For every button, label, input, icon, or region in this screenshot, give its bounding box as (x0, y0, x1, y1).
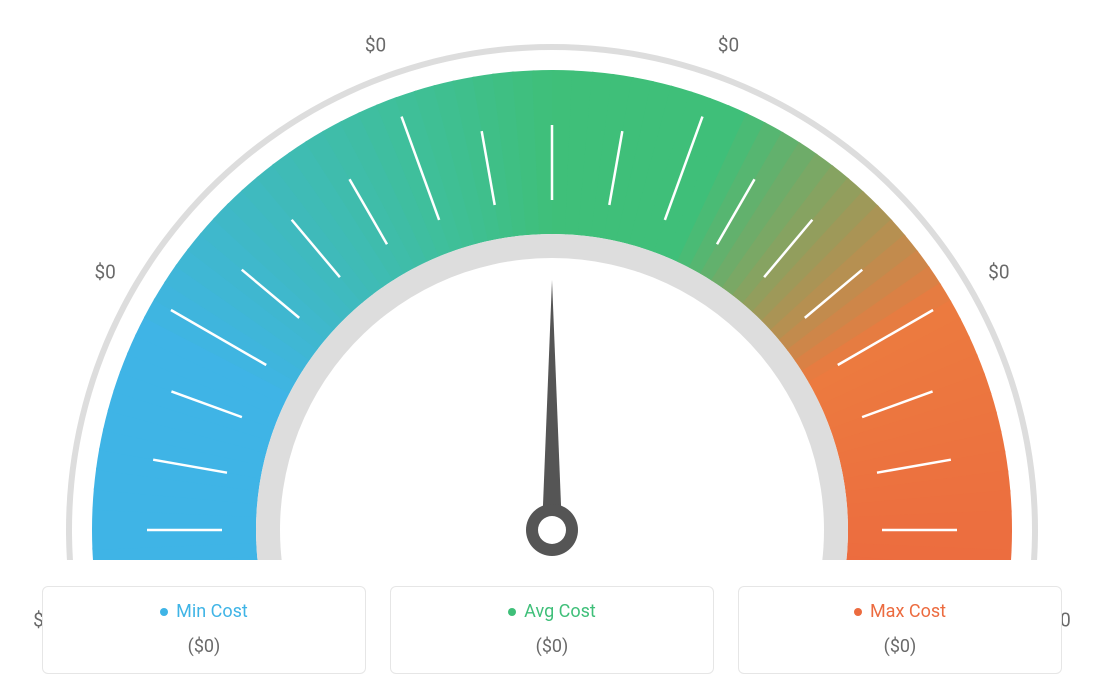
legend-value-max: ($0) (749, 636, 1051, 657)
legend-label-avg: Avg Cost (524, 601, 596, 622)
gauge-svg (0, 0, 1104, 560)
gauge-tick-label: $0 (988, 261, 1009, 284)
legend-dot-min (160, 608, 168, 616)
legend-dot-avg (508, 608, 516, 616)
gauge-tick-label: $0 (94, 261, 115, 284)
legend-title-min: Min Cost (160, 601, 248, 622)
gauge-tick-label: $0 (718, 34, 739, 57)
legend-dot-max (854, 608, 862, 616)
legend-card-max: Max Cost ($0) (738, 586, 1062, 675)
legend-label-min: Min Cost (176, 601, 248, 622)
legend-value-avg: ($0) (401, 636, 703, 657)
gauge-chart: $0$0$0$0$0$0 (0, 0, 1104, 560)
legend-value-min: ($0) (53, 636, 355, 657)
legend-label-max: Max Cost (870, 601, 946, 622)
legend-card-avg: Avg Cost ($0) (390, 586, 714, 675)
legend-title-max: Max Cost (854, 601, 946, 622)
legend-card-min: Min Cost ($0) (42, 586, 366, 675)
gauge-tick-label: $0 (365, 34, 386, 57)
legend-row: Min Cost ($0) Avg Cost ($0) Max Cost ($0… (0, 586, 1104, 675)
legend-title-avg: Avg Cost (508, 601, 596, 622)
